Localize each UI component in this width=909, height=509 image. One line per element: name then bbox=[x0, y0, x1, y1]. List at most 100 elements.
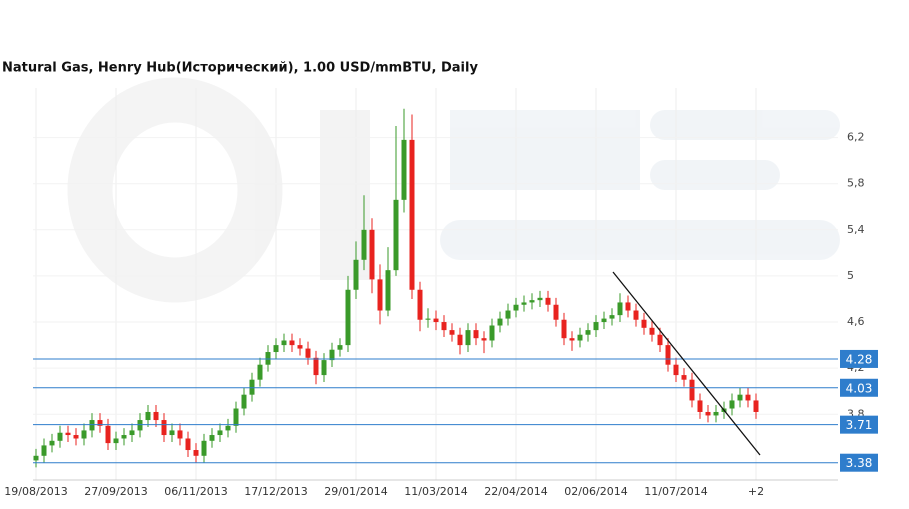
x-tick-label: 17/12/2013 bbox=[244, 485, 307, 498]
candle-body bbox=[105, 425, 111, 444]
candle-body bbox=[113, 438, 119, 444]
candle-body bbox=[169, 430, 175, 436]
candle-body bbox=[521, 302, 527, 305]
candle-body bbox=[385, 270, 391, 311]
y-tick-label: 5 bbox=[847, 269, 854, 282]
candle-body bbox=[289, 340, 295, 346]
level-box bbox=[840, 378, 878, 397]
candle-body bbox=[457, 334, 463, 346]
candle-body bbox=[57, 432, 63, 441]
level-label: 4.28 bbox=[846, 352, 873, 366]
candle-body bbox=[49, 440, 55, 446]
candle-body bbox=[65, 432, 71, 436]
candle-body bbox=[729, 400, 735, 409]
candle-body bbox=[145, 411, 151, 421]
candle-body bbox=[641, 319, 647, 328]
candle-body bbox=[737, 394, 743, 401]
candle-body bbox=[745, 394, 751, 401]
candle-body bbox=[481, 338, 487, 341]
candle-body bbox=[257, 364, 263, 380]
candle-body bbox=[417, 289, 423, 320]
candle-body bbox=[345, 289, 351, 346]
candle-body bbox=[241, 394, 247, 409]
candle-body bbox=[193, 450, 199, 456]
candle-body bbox=[753, 400, 759, 412]
y-tick-label: 6,2 bbox=[847, 131, 865, 144]
candle-body bbox=[137, 420, 143, 431]
candle-body bbox=[665, 345, 671, 365]
candle-body bbox=[441, 322, 447, 331]
y-tick-label: 5,8 bbox=[847, 177, 865, 190]
candle-body bbox=[313, 357, 319, 376]
candle-body bbox=[689, 379, 695, 401]
candle-body bbox=[281, 340, 287, 346]
y-tick-label: 5,4 bbox=[847, 223, 865, 236]
x-tick-label: +2 bbox=[748, 485, 764, 498]
candle-body bbox=[201, 440, 207, 456]
candle-body bbox=[529, 300, 535, 303]
candle-body bbox=[713, 411, 719, 416]
candle-body bbox=[129, 430, 135, 436]
candle-body bbox=[97, 420, 103, 426]
candle-body bbox=[33, 455, 39, 461]
level-label: 3.38 bbox=[846, 456, 873, 470]
candle-body bbox=[121, 435, 127, 439]
candle-body bbox=[513, 304, 519, 311]
candle-body bbox=[81, 430, 87, 439]
x-tick-label: 27/09/2013 bbox=[84, 485, 147, 498]
candle-body bbox=[433, 318, 439, 323]
x-tick-label: 19/08/2013 bbox=[4, 485, 67, 498]
candle-body bbox=[401, 139, 407, 200]
candle-body bbox=[217, 430, 223, 436]
candle-body bbox=[593, 322, 599, 331]
candle-body bbox=[393, 199, 399, 271]
candle-body bbox=[601, 318, 607, 323]
candle-body bbox=[465, 330, 471, 346]
candle-body bbox=[497, 318, 503, 326]
x-tick-label: 02/06/2014 bbox=[564, 485, 627, 498]
candle-body bbox=[185, 438, 191, 451]
chart-title: Natural Gas, Henry Hub(Исторический), 1.… bbox=[2, 61, 478, 76]
x-tick-label: 11/03/2014 bbox=[404, 485, 467, 498]
x-tick-label: 22/04/2014 bbox=[484, 485, 547, 498]
candle-body bbox=[569, 338, 575, 341]
candle-body bbox=[321, 360, 327, 376]
watermark bbox=[67, 77, 840, 303]
candle-body bbox=[361, 229, 367, 260]
candle-body bbox=[297, 345, 303, 349]
candle-body bbox=[609, 315, 615, 319]
candle-body bbox=[505, 310, 511, 319]
candle-body bbox=[673, 364, 679, 376]
candle-body bbox=[265, 352, 271, 365]
level-box bbox=[840, 349, 878, 368]
candle-body bbox=[89, 420, 95, 431]
candle-body bbox=[545, 297, 551, 305]
x-tick-label: 06/11/2013 bbox=[164, 485, 227, 498]
candle-body bbox=[425, 318, 431, 320]
level-label: 3.71 bbox=[846, 418, 873, 432]
trend-line bbox=[612, 271, 761, 456]
candle-body bbox=[473, 330, 479, 339]
candle-body bbox=[625, 302, 631, 311]
candle-body bbox=[177, 430, 183, 439]
candle-body bbox=[681, 375, 687, 380]
level-box bbox=[840, 415, 878, 434]
candle-body bbox=[73, 435, 79, 439]
candle-body bbox=[249, 379, 255, 395]
candle-body bbox=[633, 310, 639, 320]
candle-body bbox=[225, 425, 231, 431]
candle-body bbox=[337, 345, 343, 350]
candle-body bbox=[561, 319, 567, 339]
candle-body bbox=[305, 348, 311, 358]
candle-body bbox=[409, 139, 415, 290]
x-tick-label: 29/01/2014 bbox=[324, 485, 387, 498]
candle-body bbox=[369, 229, 375, 280]
candle-body bbox=[577, 334, 583, 341]
candle-body bbox=[161, 420, 167, 436]
candle-body bbox=[553, 304, 559, 320]
candle-body bbox=[209, 435, 215, 441]
candle-body bbox=[489, 325, 495, 341]
candle-body bbox=[449, 330, 455, 335]
y-tick-label: 4,6 bbox=[847, 315, 865, 328]
